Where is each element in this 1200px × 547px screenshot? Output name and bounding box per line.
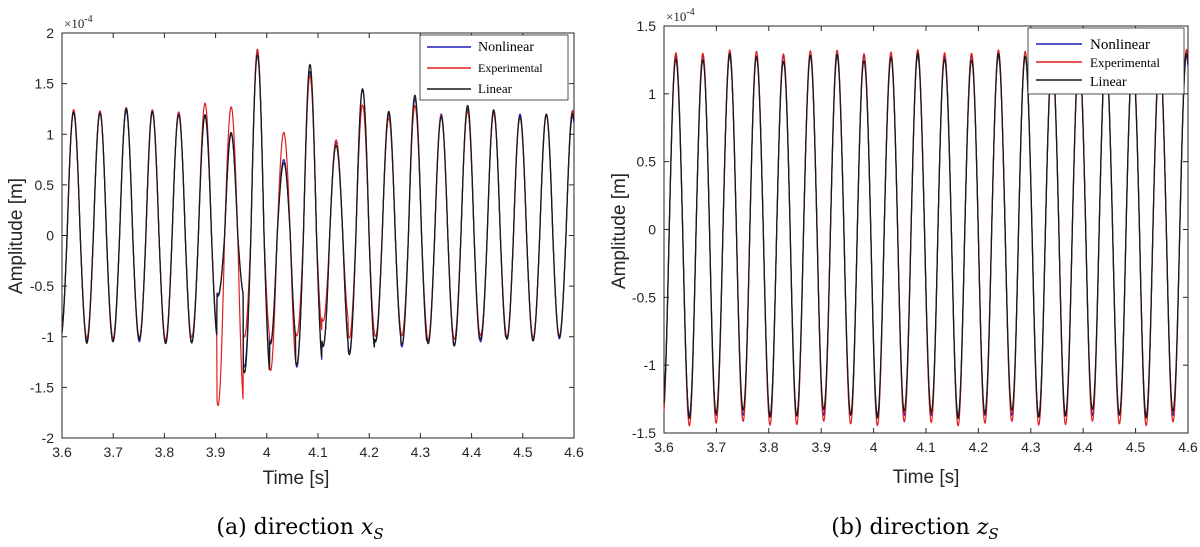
y-tick-label-b: 0.5 [637, 154, 657, 170]
x-tick-label-b: 3.9 [811, 439, 831, 455]
x-tick-label-a: 4.3 [411, 444, 431, 460]
y-tick-label-b: -0.5 [632, 289, 656, 305]
x-tick-label-b: 4.3 [1021, 439, 1041, 455]
legend-label-linear-b: Linear [1090, 75, 1127, 90]
y-tick-label-b: 0 [648, 222, 656, 238]
y-tick-label-a: 0 [46, 228, 54, 244]
panel-b-direction-zs: 3.6 3.7 3.8 3.9 4 4.1 4.2 4.3 4.4 4.5 4.6 -1.5 -1 -0.… [609, 7, 1198, 543]
x-tick-label-b: 4.2 [969, 439, 989, 455]
x-tick-label-b: 4.1 [916, 439, 936, 455]
series-lines-a [61, 48, 575, 407]
x-tick-label-a: 4.6 [564, 444, 584, 460]
legend-label-nonlinear-b: Nonlinear [1090, 37, 1150, 53]
legend-label-nonlinear-a: Nonlinear [478, 40, 534, 55]
legend-a: Nonlinear Experimental Linear [419, 34, 569, 101]
x-tick-label-b: 4 [870, 439, 878, 455]
y-exponent-a: ×10-4 [64, 14, 93, 31]
y-axis-label-a: Amplitude [m] [6, 178, 27, 294]
panel-a-direction-xs: 3.6 3.7 3.8 3.9 4 4.1 4.2 4.3 4.4 4.5 4.6 -2 -1.5 -1 -… [6, 14, 584, 543]
axis-ticks-b: 3.6 3.7 3.8 3.9 4 4.1 4.2 4.3 4.4 4.5 4.6 -1.5 -1 -0.… [632, 18, 1198, 455]
x-tick-label-b: 4.4 [1073, 439, 1093, 455]
series-lines-b [663, 49, 1189, 427]
x-tick-label-b: 3.7 [707, 439, 727, 455]
y-exponent-b: ×10-4 [666, 7, 695, 24]
series-line-linear-b [663, 52, 1189, 420]
legend-box-b [1027, 27, 1185, 95]
axis-ticks-a: 3.6 3.7 3.8 3.9 4 4.1 4.2 4.3 4.4 4.5 4.6 -2 -1.5 -1 -… [30, 25, 584, 460]
caption-a: (a) direction xS [216, 515, 383, 543]
x-tick-label-a: 4.1 [308, 444, 328, 460]
legend-b: Nonlinear Experimental Linear [1027, 27, 1185, 95]
x-tick-label-a: 4.2 [359, 444, 379, 460]
caption-b: (b) direction zS [831, 515, 998, 543]
y-tick-label-a: -0.5 [30, 278, 54, 294]
y-tick-label-a: -2 [42, 430, 55, 446]
y-tick-label-a: 1 [46, 126, 54, 142]
x-tick-label-b: 4.5 [1126, 439, 1146, 455]
y-tick-label-a: 1.5 [35, 76, 55, 92]
y-tick-label-b: 1 [648, 86, 656, 102]
x-tick-label-a: 3.8 [155, 444, 175, 460]
y-tick-label-b: -1 [644, 357, 657, 373]
legend-label-experimental-a: Experimental [478, 61, 543, 75]
x-tick-label-a: 4 [263, 444, 271, 460]
legend-label-experimental-b: Experimental [1090, 55, 1160, 70]
x-axis-label-a: Time [s] [263, 468, 330, 489]
x-tick-label-b: 3.6 [654, 439, 674, 455]
x-tick-label-a: 3.6 [52, 444, 72, 460]
x-tick-label-a: 4.5 [513, 444, 533, 460]
legend-label-linear-a: Linear [478, 81, 513, 96]
y-tick-label-b: 1.5 [637, 18, 657, 34]
x-tick-label-a: 4.4 [462, 444, 482, 460]
y-tick-label-a: -1.5 [30, 379, 54, 395]
plot-area-a [61, 32, 575, 439]
y-tick-label-b: -1.5 [632, 425, 656, 441]
x-tick-label-b: 4.6 [1178, 439, 1198, 455]
series-line-linear-a [61, 54, 575, 374]
x-tick-label-a: 3.9 [206, 444, 226, 460]
x-tick-label-a: 3.7 [103, 444, 123, 460]
y-tick-label-a: 2 [46, 25, 54, 41]
x-axis-label-b: Time [s] [893, 467, 960, 488]
y-tick-label-a: 0.5 [35, 177, 55, 193]
y-tick-label-a: -1 [42, 329, 55, 345]
y-axis-label-b: Amplitude [m] [609, 173, 630, 289]
x-tick-label-b: 3.8 [759, 439, 779, 455]
